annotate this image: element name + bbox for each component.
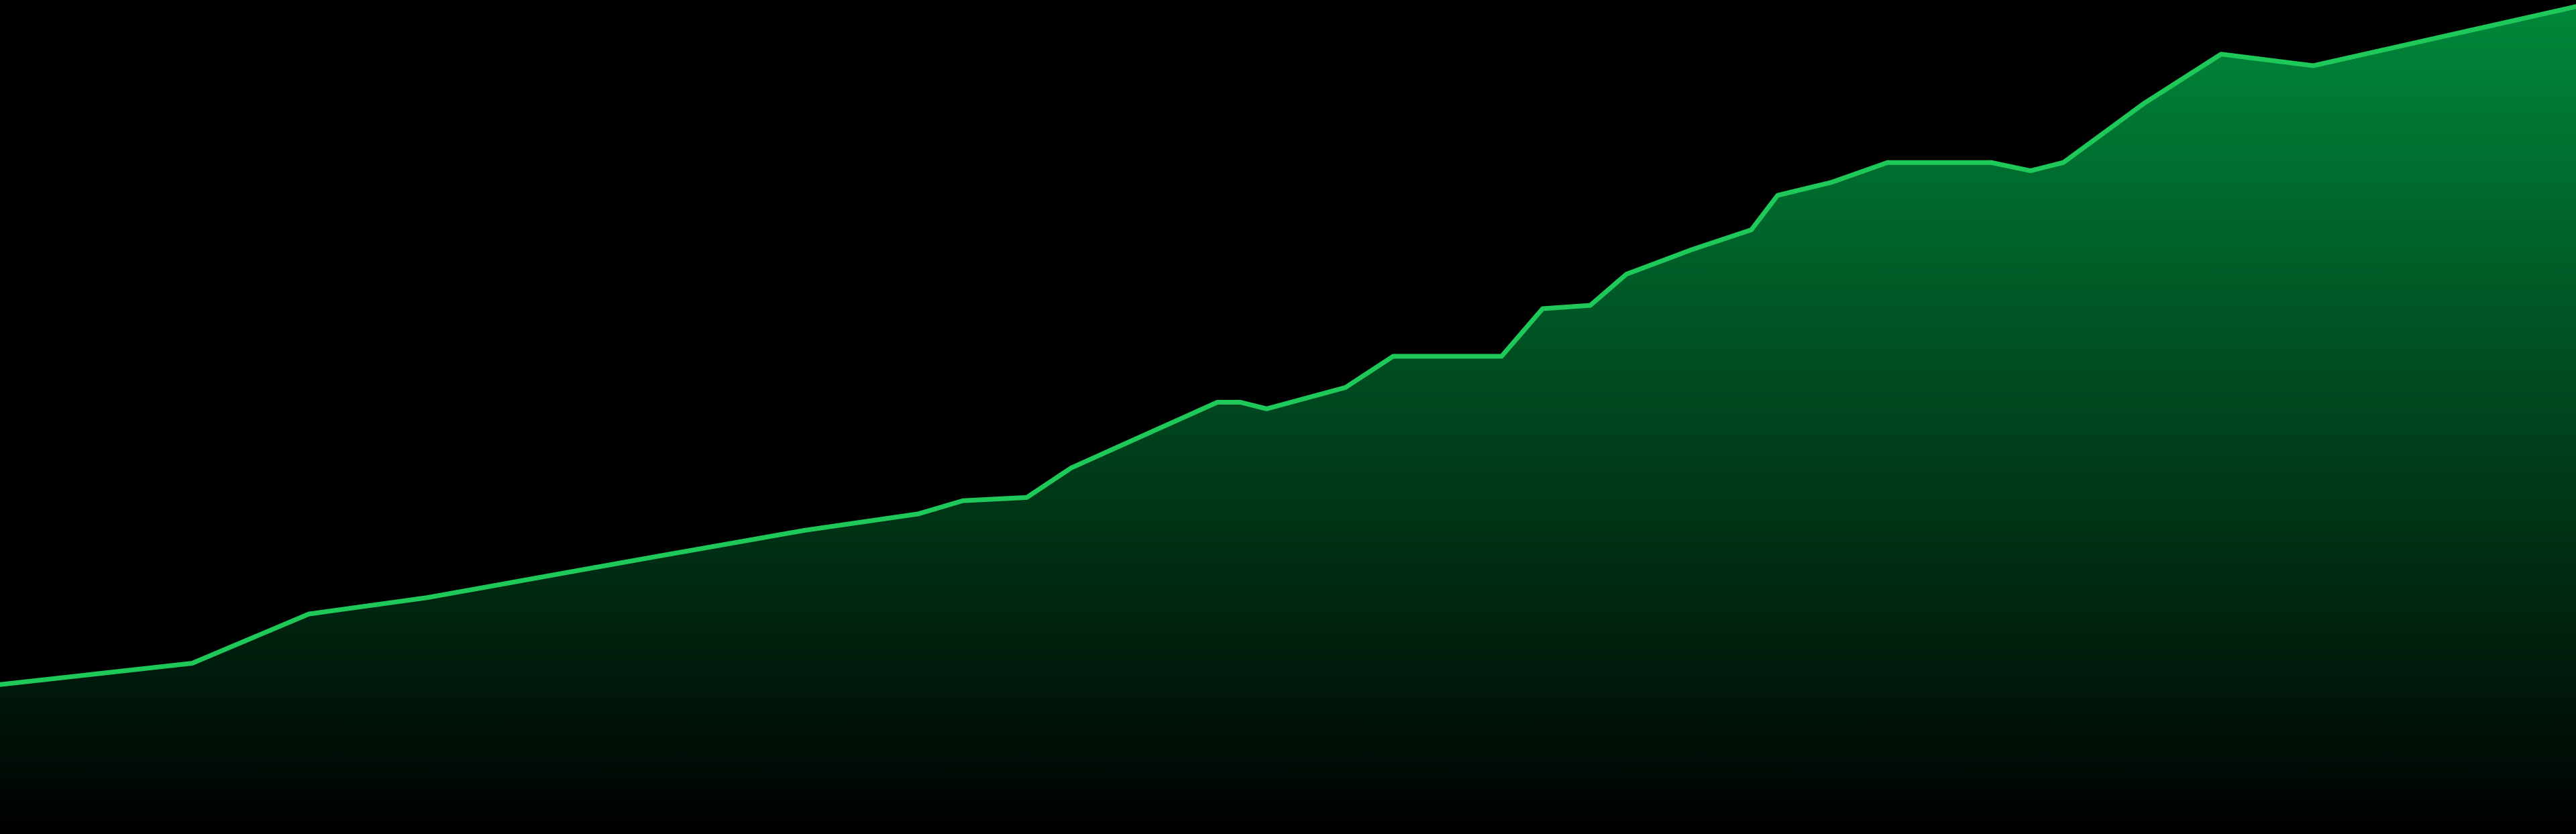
data-point <box>1885 160 1890 165</box>
data-point <box>2310 63 2316 68</box>
data-point <box>1624 272 1629 277</box>
data-point <box>306 611 311 617</box>
data-point <box>2218 52 2224 57</box>
data-point <box>2141 101 2147 106</box>
series-group <box>0 4 2576 834</box>
data-point <box>1540 306 1546 311</box>
data-point <box>1215 400 1220 405</box>
data-point <box>802 527 808 533</box>
data-point <box>1343 385 1348 390</box>
data-point <box>1588 303 1593 308</box>
data-point <box>2028 168 2033 174</box>
data-point <box>960 498 965 503</box>
data-point <box>425 595 430 601</box>
data-point <box>635 557 640 562</box>
data-point <box>190 661 195 666</box>
data-point <box>1238 400 1243 405</box>
data-point <box>1829 180 1835 185</box>
series-line <box>0 4 2576 687</box>
data-point <box>1264 406 1269 411</box>
data-point <box>916 511 921 517</box>
series-area-fill <box>0 6 2576 834</box>
data-point <box>1775 193 1780 198</box>
data-point <box>1689 247 1695 252</box>
data-point <box>1391 354 1396 359</box>
data-point <box>1499 354 1504 359</box>
data-point <box>1749 227 1754 233</box>
data-point <box>1988 160 1994 165</box>
data-point <box>1024 494 1030 500</box>
data-point <box>1069 465 1074 470</box>
data-point <box>2061 160 2066 165</box>
